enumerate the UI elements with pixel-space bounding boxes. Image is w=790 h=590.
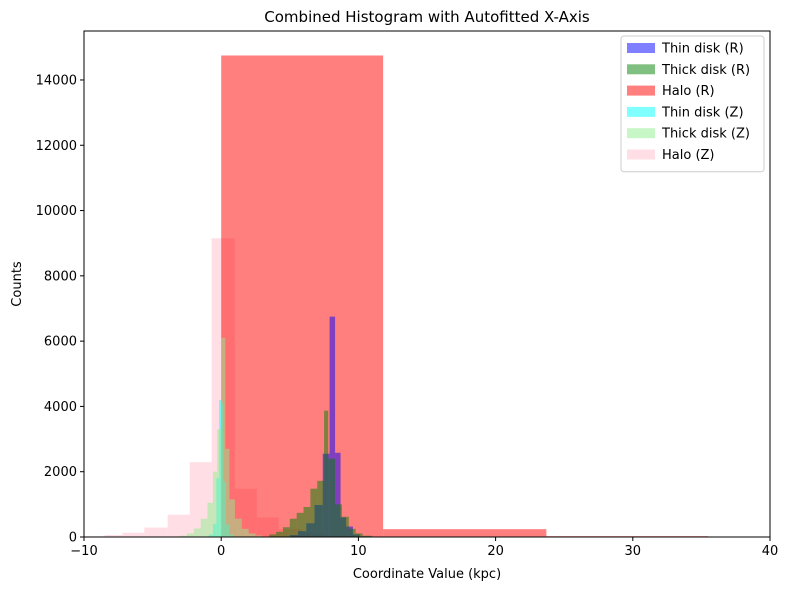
x-tick-label: 0	[217, 544, 225, 559]
legend-swatch	[627, 149, 655, 160]
histogram-bar	[328, 458, 336, 537]
histogram-bar	[248, 533, 256, 537]
legend-swatch	[627, 85, 655, 96]
legend-item-thin-disk-r: Thin disk (R)	[627, 42, 744, 57]
legend-swatch	[627, 43, 655, 53]
histogram-bar	[362, 535, 373, 537]
legend-label: Thick disk (Z)	[661, 127, 750, 142]
histogram-bar	[348, 528, 356, 537]
histogram-bar	[189, 462, 212, 537]
series-thick-disk-r	[269, 410, 373, 537]
legend-label: Thin disk (R)	[661, 42, 744, 57]
histogram-bar	[255, 535, 263, 537]
histogram-bar	[207, 502, 213, 537]
histogram-bar	[180, 535, 187, 537]
legend-label: Thin disk (Z)	[661, 105, 744, 120]
histogram-bars	[84, 55, 770, 537]
y-axis: 0 2000 4000 6000 8000 10000 12000 14000	[36, 73, 84, 546]
histogram-bar	[335, 504, 342, 537]
y-tick-label: 12000	[36, 139, 77, 154]
legend-label: Halo (R)	[662, 84, 715, 99]
legend-box	[620, 35, 765, 173]
histogram-bar	[122, 532, 145, 537]
histogram-bar	[229, 499, 235, 537]
histogram-bar	[234, 518, 242, 537]
y-tick-label: 0	[69, 531, 77, 546]
legend-label: Halo (Z)	[662, 148, 715, 163]
axes-frame	[83, 30, 771, 538]
y-tick-label: 2000	[44, 465, 77, 480]
y-tick-label: 10000	[36, 204, 77, 219]
histogram-bar	[221, 337, 226, 537]
y-tick-label: 8000	[44, 269, 77, 284]
histogram-bar	[221, 55, 384, 537]
x-tick-label: 40	[762, 544, 779, 559]
histogram-bar	[217, 429, 222, 537]
histogram-bar	[212, 471, 218, 537]
histogram-bar	[383, 529, 547, 537]
x-tick-label: 20	[487, 544, 504, 559]
legend-swatch	[627, 128, 655, 139]
histogram-bar	[225, 448, 230, 537]
histogram-bar	[296, 512, 304, 537]
y-tick-label: 4000	[44, 400, 77, 415]
histogram-bar	[289, 518, 297, 537]
x-tick-label: 10	[350, 544, 367, 559]
histogram-bar	[144, 527, 168, 537]
legend-item-halo-r: Halo (R)	[627, 84, 715, 99]
histogram-bar	[167, 514, 190, 537]
histogram-bar	[329, 316, 336, 537]
histogram-bar	[241, 528, 249, 537]
series-halo-r	[221, 55, 770, 537]
y-axis-label: Counts	[10, 261, 25, 307]
legend-swatch	[627, 106, 655, 117]
legend: Thin disk (R) Thick disk (R) Halo (R) Thin …	[620, 35, 765, 173]
chart-title: Combined Histogram with Autofitted X-Axi…	[264, 8, 590, 26]
histogram-bar	[104, 535, 123, 537]
histogram-bar	[324, 410, 329, 537]
legend-item-thin-disk-z: Thin disk (Z)	[627, 105, 744, 120]
histogram-bar	[269, 534, 277, 537]
x-axis: −10 0 10 20 30 40	[70, 537, 778, 559]
legend-swatch	[627, 64, 655, 75]
histogram-bar	[341, 516, 349, 537]
histogram-bar	[276, 531, 283, 537]
histogram-bar	[200, 518, 208, 537]
x-tick-label: 30	[625, 544, 642, 559]
x-tick-label: −10	[70, 544, 97, 559]
y-tick-label: 6000	[44, 335, 77, 350]
legend-item-thick-disk-z: Thick disk (Z)	[627, 127, 750, 142]
legend-item-halo-z: Halo (Z)	[627, 148, 715, 163]
histogram-bar	[355, 533, 363, 537]
histogram-bar	[303, 506, 311, 537]
histogram-bar	[310, 488, 318, 537]
x-axis-label: Coordinate Value (kpc)	[353, 567, 501, 582]
histogram-bar	[317, 480, 325, 537]
histogram-bar	[335, 452, 341, 537]
series-thick-disk-z	[180, 337, 263, 537]
legend-label: Thick disk (R)	[661, 63, 750, 78]
histogram-bar	[186, 533, 194, 537]
legend-item-thick-disk-r: Thick disk (R)	[627, 63, 750, 78]
y-tick-label: 14000	[36, 73, 77, 88]
histogram-bar	[193, 528, 201, 537]
histogram-bar	[282, 527, 290, 537]
